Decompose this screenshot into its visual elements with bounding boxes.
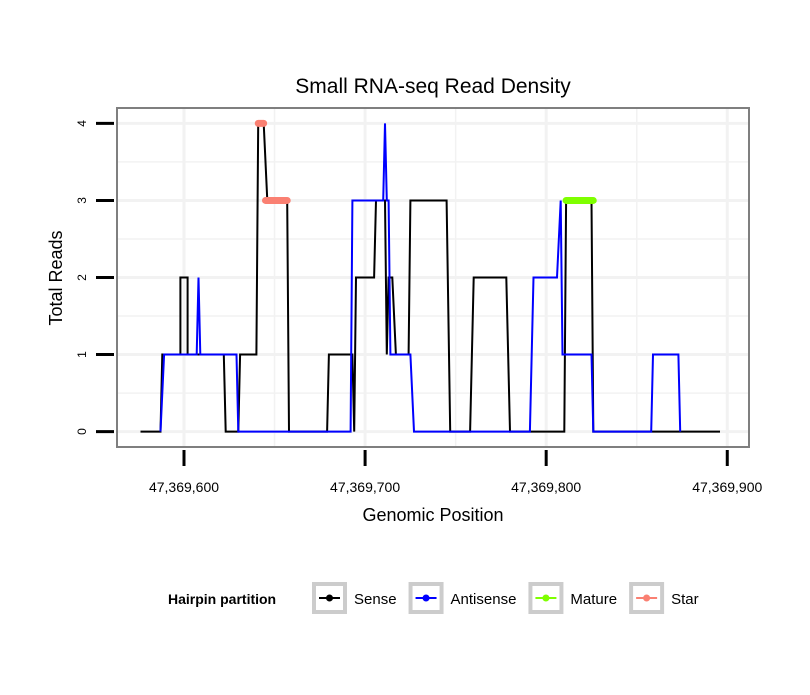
series-line-antisense — [159, 123, 682, 433]
x-tick-label: 47,369,900 — [692, 479, 762, 495]
x-tick-label: 47,369,800 — [511, 479, 581, 495]
legend-item-sense: Sense — [312, 582, 397, 614]
legend-key-point — [542, 594, 550, 602]
legend-label: Star — [671, 591, 699, 608]
legend-label: Antisense — [451, 591, 517, 608]
legend-key-point — [643, 594, 651, 602]
legend: Hairpin partition Sense Antisense Mature St… — [168, 582, 699, 614]
legend-label: Sense — [354, 591, 397, 608]
legend-item-antisense: Antisense — [408, 582, 517, 614]
y-tick-label: 0 — [75, 428, 89, 435]
x-axis: 47,369,600 47,369,700 47,369,800 47,369,900 — [149, 450, 763, 495]
legend-item-star: Star — [629, 582, 699, 614]
y-tick-label: 3 — [75, 197, 89, 204]
grid-lines — [117, 108, 749, 447]
series-lines — [140, 119, 720, 433]
x-tick-label: 47,369,600 — [149, 479, 219, 495]
legend-label: Mature — [570, 591, 617, 608]
legend-key-point — [326, 594, 333, 602]
chart-title: Small RNA-seq Read Density — [295, 75, 571, 98]
y-axis: 0 1 2 3 4 — [75, 120, 114, 435]
legend-items: Sense Antisense Mature Star — [312, 582, 699, 614]
y-tick-label: 1 — [75, 351, 89, 358]
legend-key-point — [422, 594, 430, 602]
y-tick-label: 2 — [75, 274, 89, 281]
y-axis-label: Total Reads — [46, 230, 66, 325]
y-tick-label: 4 — [75, 120, 89, 127]
plot-panel-border — [116, 107, 750, 448]
legend-title: Hairpin partition — [168, 591, 276, 607]
x-tick-label: 47,369,700 — [330, 479, 400, 495]
legend-item-mature: Mature — [528, 582, 617, 614]
x-axis-label: Genomic Position — [362, 505, 503, 525]
